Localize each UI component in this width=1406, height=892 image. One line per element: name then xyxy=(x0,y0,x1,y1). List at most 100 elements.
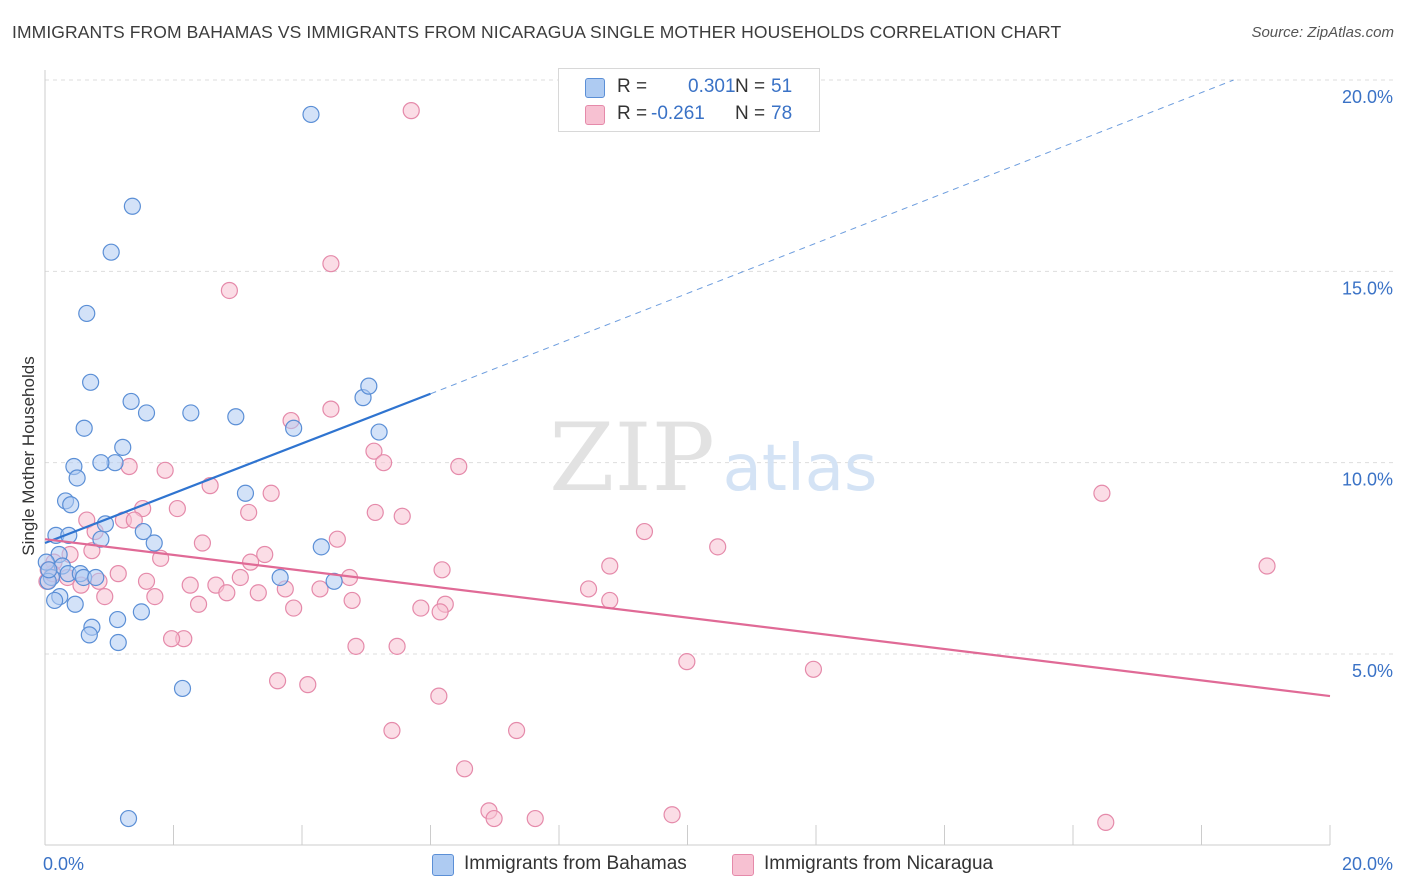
nicaragua-point xyxy=(804,660,823,678)
bahamas-point xyxy=(82,373,100,391)
y-axis-label: Single Mother Households xyxy=(19,356,38,555)
bahamas-point xyxy=(66,595,84,613)
bahamas-point xyxy=(109,610,127,629)
nicaragua-point xyxy=(220,281,238,300)
nicaragua-point xyxy=(1258,557,1276,575)
nicaragua-r-label: R = xyxy=(617,103,648,124)
watermark: ZIP atlas xyxy=(549,404,877,513)
axes xyxy=(44,70,1331,846)
bahamas-point xyxy=(182,404,200,422)
nicaragua-point xyxy=(431,603,449,621)
bahamas-point xyxy=(312,538,330,556)
y-tick-label: 10.0% xyxy=(1342,470,1393,490)
nicaragua-point xyxy=(156,461,174,479)
bahamas-point xyxy=(132,603,150,621)
nicaragua-point xyxy=(601,591,619,610)
bahamas-n-value: 51 xyxy=(771,76,793,97)
bahamas-point xyxy=(137,404,156,422)
nicaragua-point xyxy=(322,400,340,418)
bahamas-point xyxy=(123,197,141,215)
nicaragua-point xyxy=(328,530,346,548)
bahamas-point xyxy=(370,423,388,441)
nicaragua-point xyxy=(256,545,274,564)
nicaragua-point xyxy=(388,637,406,655)
nicaragua-point xyxy=(162,630,181,648)
nicaragua-point xyxy=(181,576,199,594)
nicaragua-point xyxy=(709,538,727,556)
nicaragua-point xyxy=(125,511,143,529)
y-tick-label: 15.0% xyxy=(1342,278,1393,298)
nicaragua-point xyxy=(365,442,383,460)
watermark-atlas: atlas xyxy=(723,432,878,506)
nicaragua-point xyxy=(109,565,127,583)
tick-labels: 5.0% 10.0% 15.0% 20.0% 0.0% 20.0% xyxy=(43,87,1393,874)
nicaragua-point xyxy=(218,584,236,602)
bahamas-r-value: 0.301 xyxy=(688,76,736,97)
nicaragua-point xyxy=(402,102,420,120)
nicaragua-legend-swatch xyxy=(732,854,754,876)
nicaragua-point xyxy=(579,580,598,598)
nicaragua-point xyxy=(120,457,138,476)
bahamas-point xyxy=(68,469,86,487)
nicaragua-point xyxy=(366,503,384,522)
bahamas-point xyxy=(75,419,93,437)
nicaragua-point xyxy=(507,721,526,740)
nicaragua-point xyxy=(193,534,212,552)
nicaragua-point xyxy=(678,653,696,671)
bahamas-point xyxy=(87,568,105,587)
nicaragua-point xyxy=(383,721,401,740)
bahamas-point xyxy=(325,572,343,590)
nicaragua-n-value: 78 xyxy=(771,103,793,124)
nicaragua-r-value: -0.261 xyxy=(651,103,705,124)
x-tick-label: 0.0% xyxy=(43,854,84,874)
bahamas-point xyxy=(119,809,138,828)
nicaragua-point xyxy=(450,457,468,476)
bahamas-point xyxy=(114,438,132,456)
nicaragua-trend-line xyxy=(44,538,1331,698)
nicaragua-point xyxy=(168,499,186,518)
bahamas-point xyxy=(236,484,255,502)
source-label: Source: ZipAtlas.com xyxy=(1251,24,1394,41)
series-bahamas xyxy=(37,105,388,828)
bahamas-point xyxy=(173,679,192,698)
nicaragua-point xyxy=(96,587,114,606)
bahamas-point xyxy=(78,304,96,323)
nicaragua-point xyxy=(231,568,249,587)
bahamas-point xyxy=(227,408,245,426)
nicaragua-point xyxy=(526,809,544,828)
nicaragua-point xyxy=(1097,813,1115,831)
nicaragua-point xyxy=(240,503,258,522)
bahamas-trend-line xyxy=(44,392,431,545)
bahamas-trend-extension xyxy=(430,79,1234,395)
nicaragua-point xyxy=(299,676,317,694)
nicaragua-swatch xyxy=(585,105,605,125)
bahamas-point xyxy=(46,591,64,610)
bahamas-point xyxy=(285,419,303,437)
nicaragua-point xyxy=(268,672,287,690)
nicaragua-n-label: N = xyxy=(735,103,766,124)
nicaragua-point xyxy=(311,580,329,598)
y-tick-label: 5.0% xyxy=(1352,661,1393,681)
nicaragua-point xyxy=(249,584,267,602)
nicaragua-point xyxy=(393,507,411,525)
bahamas-point xyxy=(360,377,378,395)
x-tick-label: 20.0% xyxy=(1342,854,1393,874)
bahamas-point xyxy=(80,626,98,644)
nicaragua-point xyxy=(663,806,681,824)
nicaragua-point xyxy=(242,553,260,571)
bahamas-n-label: N = xyxy=(735,76,766,97)
watermark-zip: ZIP xyxy=(549,404,715,513)
nicaragua-point xyxy=(485,809,503,828)
nicaragua-legend-label: Immigrants from Nicaragua xyxy=(764,853,994,874)
bahamas-swatch xyxy=(585,78,605,98)
nicaragua-point xyxy=(455,760,474,778)
bahamas-legend-swatch xyxy=(432,854,454,876)
bahamas-point xyxy=(92,454,110,472)
bahamas-point xyxy=(271,568,289,587)
bahamas-point xyxy=(102,243,120,261)
chart-title: IMMIGRANTS FROM BAHAMAS VS IMMIGRANTS FR… xyxy=(12,22,1062,42)
bahamas-point xyxy=(62,496,80,514)
nicaragua-point xyxy=(374,454,393,472)
bahamas-point xyxy=(40,561,58,579)
